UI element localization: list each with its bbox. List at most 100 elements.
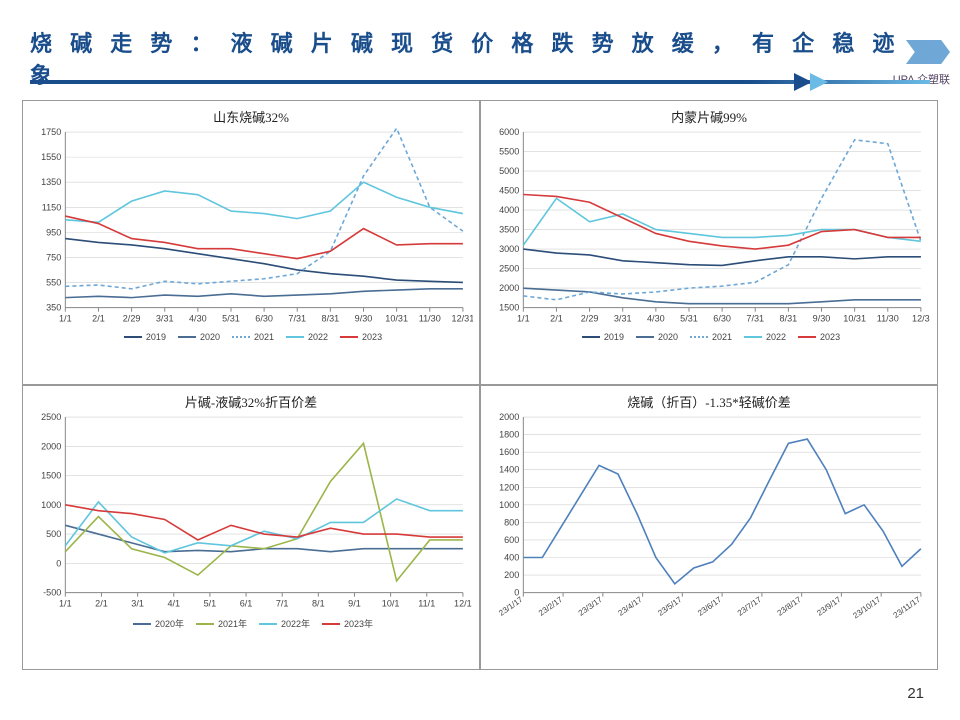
svg-text:2500: 2500 — [499, 264, 519, 274]
svg-text:1550: 1550 — [41, 152, 61, 162]
svg-text:11/1: 11/1 — [418, 599, 435, 609]
logo-text: UPA 众塑联 — [893, 71, 950, 87]
svg-text:600: 600 — [504, 535, 519, 545]
chart-bottom-left: 片碱-液碱32%折百价差 -500 0 500 1000 1500 2000 2500 1/1… — [22, 385, 480, 670]
arrow-icon — [810, 73, 828, 91]
svg-text:5/1: 5/1 — [204, 599, 217, 609]
svg-text:1200: 1200 — [499, 482, 519, 492]
chart-title: 片碱-液碱32%折百价差 — [29, 392, 473, 411]
svg-text:23/5/17: 23/5/17 — [656, 595, 684, 618]
svg-text:23/2/17: 23/2/17 — [537, 595, 565, 618]
svg-text:23/1/17: 23/1/17 — [497, 595, 525, 618]
chart-legend: 20192020202120222023 — [487, 330, 931, 342]
svg-text:7/31: 7/31 — [288, 314, 306, 324]
svg-text:23/11/17: 23/11/17 — [892, 595, 923, 620]
svg-text:4500: 4500 — [499, 186, 519, 196]
svg-text:3500: 3500 — [499, 225, 519, 235]
svg-text:5/31: 5/31 — [680, 314, 698, 324]
svg-text:23/6/17: 23/6/17 — [696, 595, 724, 618]
svg-text:3/31: 3/31 — [614, 314, 632, 324]
svg-text:8/31: 8/31 — [322, 314, 340, 324]
logo-icon — [906, 40, 950, 64]
svg-text:750: 750 — [46, 252, 61, 262]
svg-text:23/7/17: 23/7/17 — [736, 595, 764, 618]
svg-text:1500: 1500 — [41, 471, 61, 481]
svg-text:11/30: 11/30 — [877, 314, 899, 324]
chart-legend: 2020年2021年2022年2023年 — [29, 615, 473, 630]
svg-text:7/1: 7/1 — [276, 599, 289, 609]
svg-text:9/30: 9/30 — [813, 314, 831, 324]
chart-svg: -500 0 500 1000 1500 2000 2500 1/1 2/1 3/1 4/1 5/1 6… — [29, 413, 473, 615]
svg-text:6000: 6000 — [499, 128, 519, 137]
chart-grid: 山东烧碱32% 350 550 750 950 1150 1350 1550 1750 1/1 2… — [22, 100, 938, 670]
svg-text:0: 0 — [56, 558, 61, 568]
svg-text:1/1: 1/1 — [59, 599, 72, 609]
svg-text:3/1: 3/1 — [131, 599, 144, 609]
svg-text:8/31: 8/31 — [780, 314, 798, 324]
svg-text:2000: 2000 — [499, 413, 519, 422]
svg-text:2/1: 2/1 — [550, 314, 563, 324]
svg-text:23/10/17: 23/10/17 — [851, 595, 882, 621]
svg-text:1/1: 1/1 — [59, 314, 72, 324]
svg-text:7/31: 7/31 — [746, 314, 764, 324]
svg-text:1/1: 1/1 — [517, 314, 530, 324]
svg-text:23/3/17: 23/3/17 — [577, 595, 605, 618]
svg-text:10/31: 10/31 — [385, 314, 408, 324]
svg-text:8/1: 8/1 — [312, 599, 325, 609]
chart-top-right: 内蒙片碱99% 15002000250030003500400045005000… — [480, 100, 938, 385]
svg-text:2/29: 2/29 — [581, 314, 599, 324]
svg-text:6/30: 6/30 — [255, 314, 273, 324]
svg-text:4/1: 4/1 — [167, 599, 180, 609]
svg-text:5500: 5500 — [499, 147, 519, 157]
svg-text:4000: 4000 — [499, 205, 519, 215]
chart-svg: 1500 2000 2500 3000 3500 4000 4500 5000 5500 6000… — [487, 128, 931, 330]
svg-text:3000: 3000 — [499, 244, 519, 254]
svg-text:2000: 2000 — [499, 283, 519, 293]
page-number: 21 — [907, 685, 924, 702]
chart-title: 烧碱（折百）-1.35*轻碱价差 — [487, 392, 931, 411]
svg-text:23/9/17: 23/9/17 — [815, 595, 843, 618]
svg-text:-500: -500 — [43, 588, 61, 598]
svg-text:2/29: 2/29 — [123, 314, 141, 324]
svg-text:2500: 2500 — [41, 413, 61, 422]
svg-text:950: 950 — [46, 227, 61, 237]
svg-text:6/30: 6/30 — [713, 314, 731, 324]
svg-text:1400: 1400 — [499, 465, 519, 475]
svg-text:4/30: 4/30 — [647, 314, 665, 324]
svg-text:3/31: 3/31 — [156, 314, 174, 324]
svg-text:1500: 1500 — [499, 303, 519, 313]
svg-text:5/31: 5/31 — [222, 314, 240, 324]
svg-text:800: 800 — [504, 517, 519, 527]
svg-text:9/1: 9/1 — [348, 599, 361, 609]
svg-text:1750: 1750 — [41, 128, 61, 137]
chart-legend: 20192020202120222023 — [29, 330, 473, 342]
svg-text:1150: 1150 — [42, 202, 62, 212]
svg-text:10/1: 10/1 — [382, 599, 400, 609]
chart-svg: 350 550 750 950 1150 1350 1550 1750 1/1 2/1 2/29 3/… — [29, 128, 473, 330]
svg-text:12/31: 12/31 — [452, 314, 473, 324]
svg-text:23/8/17: 23/8/17 — [776, 595, 804, 618]
chart-title: 山东烧碱32% — [29, 107, 473, 126]
svg-text:1000: 1000 — [499, 500, 519, 510]
chart-top-left: 山东烧碱32% 350 550 750 950 1150 1350 1550 1750 1/1 2… — [22, 100, 480, 385]
svg-text:6/1: 6/1 — [240, 599, 253, 609]
svg-text:500: 500 — [46, 529, 61, 539]
svg-text:1350: 1350 — [41, 177, 61, 187]
svg-text:2/1: 2/1 — [92, 314, 105, 324]
svg-text:1800: 1800 — [499, 430, 519, 440]
svg-text:23/4/17: 23/4/17 — [617, 595, 645, 618]
svg-text:12/1: 12/1 — [454, 599, 472, 609]
svg-text:5000: 5000 — [499, 166, 519, 176]
svg-text:12/3: 12/3 — [912, 314, 930, 324]
svg-text:2000: 2000 — [41, 441, 61, 451]
svg-text:11/30: 11/30 — [419, 314, 441, 324]
svg-text:550: 550 — [46, 278, 61, 288]
svg-text:2/1: 2/1 — [95, 599, 108, 609]
svg-text:200: 200 — [504, 570, 519, 580]
svg-text:4/30: 4/30 — [189, 314, 207, 324]
svg-text:1000: 1000 — [41, 500, 61, 510]
svg-text:350: 350 — [46, 303, 61, 313]
chart-svg: 020040060080010001200140016001800200023/… — [487, 413, 931, 635]
svg-text:9/30: 9/30 — [355, 314, 373, 324]
svg-text:400: 400 — [504, 553, 519, 563]
